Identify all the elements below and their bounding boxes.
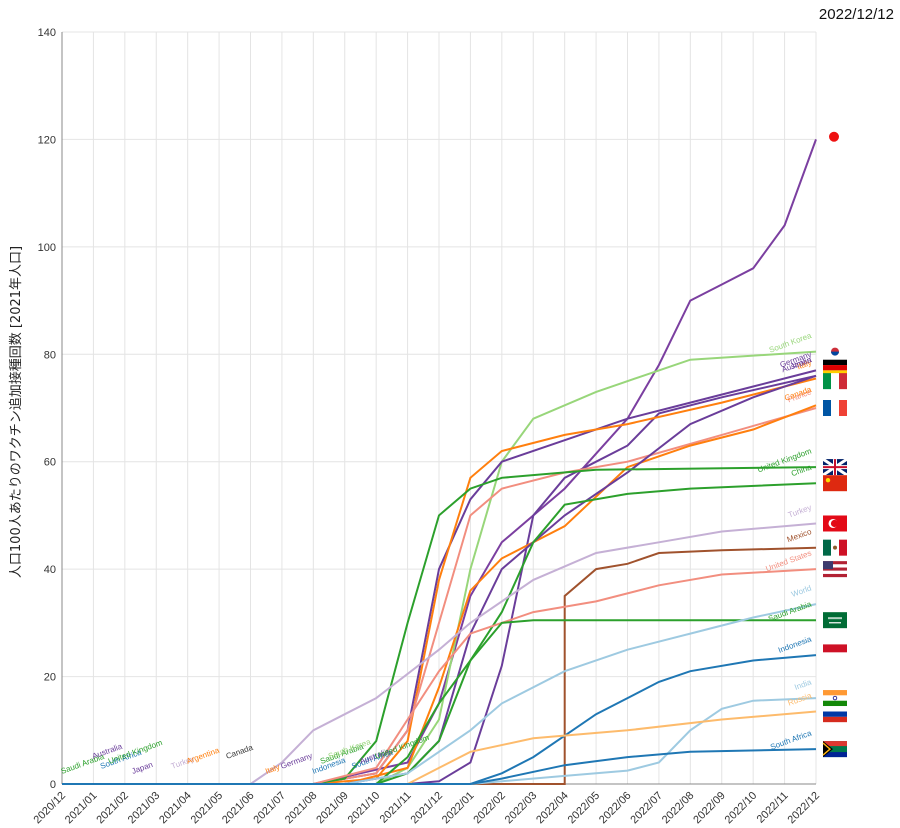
x-tick-label: 2022/10 xyxy=(723,790,760,827)
y-tick-label: 0 xyxy=(50,779,56,791)
mexico-flag-icon xyxy=(823,539,847,556)
series-line-china xyxy=(62,482,817,785)
germany-flag-icon xyxy=(823,359,847,376)
x-tick-label: 2021/02 xyxy=(94,790,131,827)
x-tick-label: 2021/10 xyxy=(346,790,383,827)
series-line-south-africa xyxy=(62,748,817,785)
x-tick-label: 2022/01 xyxy=(440,790,477,827)
early-series-label: Argentina xyxy=(185,746,221,766)
south-korea-flag-icon xyxy=(823,343,847,360)
x-tick-label: 2022/06 xyxy=(597,790,634,827)
indonesia-flag-icon xyxy=(823,644,847,661)
series-label: World xyxy=(790,583,813,599)
series-line-united-states xyxy=(62,568,817,785)
x-tick-label: 2022/02 xyxy=(471,790,508,827)
y-tick-label: 60 xyxy=(44,457,56,469)
series-line-france xyxy=(62,407,817,785)
y-axis-title: 人口100人あたりのワクチン追加接種回数 [2021年人口] xyxy=(8,246,24,578)
series-line-united-kingdom xyxy=(62,466,817,785)
series-line-japan xyxy=(62,374,817,785)
series-line-russia xyxy=(62,710,817,785)
united-kingdom-flag-icon xyxy=(822,457,848,477)
france-flag-icon xyxy=(823,400,847,416)
x-tick-label: 2022/04 xyxy=(534,790,571,827)
south-africa-flag-icon xyxy=(822,741,847,758)
x-tick-label: 2021/09 xyxy=(314,790,351,827)
series-line-india xyxy=(62,697,817,785)
legend-flags xyxy=(822,343,848,758)
early-series-label: Germany xyxy=(280,751,314,771)
series-lines xyxy=(62,139,817,785)
x-tick-label: 2022/05 xyxy=(566,790,603,827)
x-tick-label: 2022/03 xyxy=(503,790,540,827)
series-line-world xyxy=(62,603,817,785)
series-label: Indonesia xyxy=(777,634,813,655)
india-flag-icon xyxy=(823,690,847,707)
x-tick-label: 2022/07 xyxy=(628,790,665,827)
italy-flag-icon xyxy=(823,373,847,390)
x-tick-label: 2021/06 xyxy=(220,790,257,827)
series-label: India xyxy=(793,677,813,692)
united-states-flag-icon xyxy=(823,561,847,578)
russia-flag-icon xyxy=(823,706,847,723)
series-label: South Africa xyxy=(769,728,813,751)
series-label: Mexico xyxy=(786,527,813,544)
series-line-turkey xyxy=(62,522,817,785)
x-tick-label: 2021/01 xyxy=(63,790,100,827)
x-tick-label: 2021/08 xyxy=(283,790,320,827)
axes: 2020/122021/012021/022021/032021/042021/… xyxy=(32,27,823,826)
x-tick-label: 2022/12 xyxy=(786,790,823,827)
x-tick-label: 2021/12 xyxy=(409,790,446,827)
date-stamp: 2022/12/12 xyxy=(818,6,894,23)
end-marker-dot xyxy=(829,131,839,142)
x-tick-label: 2021/03 xyxy=(126,790,163,827)
series-line-canada xyxy=(62,404,817,785)
x-tick-label: 2021/04 xyxy=(157,790,194,827)
series-label: Turkey xyxy=(787,503,813,520)
y-tick-label: 80 xyxy=(44,349,56,361)
y-tick-label: 100 xyxy=(38,242,56,254)
saudi-arabia-flag-icon xyxy=(823,612,847,629)
series-label: China xyxy=(790,462,813,478)
x-tick-label: 2021/05 xyxy=(189,790,226,827)
grid xyxy=(61,31,817,785)
china-flag-icon xyxy=(823,475,847,492)
x-tick-label: 2022/11 xyxy=(755,790,791,826)
x-tick-label: 2022/09 xyxy=(691,790,728,827)
y-tick-label: 120 xyxy=(38,134,56,146)
x-tick-label: 2021/11 xyxy=(378,790,414,826)
x-tick-label: 2020/12 xyxy=(32,790,69,827)
series-label: Russia xyxy=(787,691,814,708)
turkey-flag-icon xyxy=(823,515,847,532)
x-tick-label: 2022/08 xyxy=(660,790,697,827)
early-series-label: Japan xyxy=(130,760,154,776)
y-tick-label: 40 xyxy=(44,564,56,576)
series-line-mexico xyxy=(62,546,817,785)
series-line-saudi-arabia xyxy=(62,619,816,785)
x-tick-label: 2021/07 xyxy=(251,790,288,827)
early-series-label: Italy xyxy=(264,762,281,775)
y-tick-label: 140 xyxy=(38,27,56,39)
series-line-indonesia xyxy=(62,654,817,785)
y-tick-label: 20 xyxy=(44,672,56,684)
